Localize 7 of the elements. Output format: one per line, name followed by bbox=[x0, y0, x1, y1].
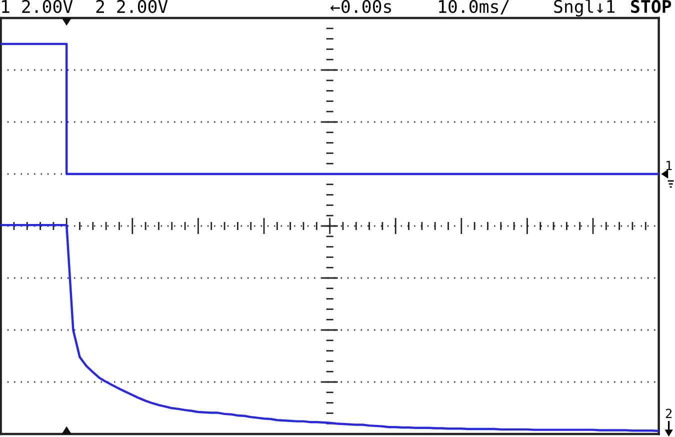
series-label: 1 bbox=[666, 160, 672, 170]
text: 2 2.00V bbox=[96, 0, 168, 14]
text: 1 2.00V bbox=[2, 0, 73, 14]
series-label: 2 bbox=[666, 408, 672, 418]
text: 10.0ms/ bbox=[439, 0, 509, 14]
text: STOP bbox=[631, 0, 672, 14]
text: ←0.00s bbox=[330, 0, 391, 14]
